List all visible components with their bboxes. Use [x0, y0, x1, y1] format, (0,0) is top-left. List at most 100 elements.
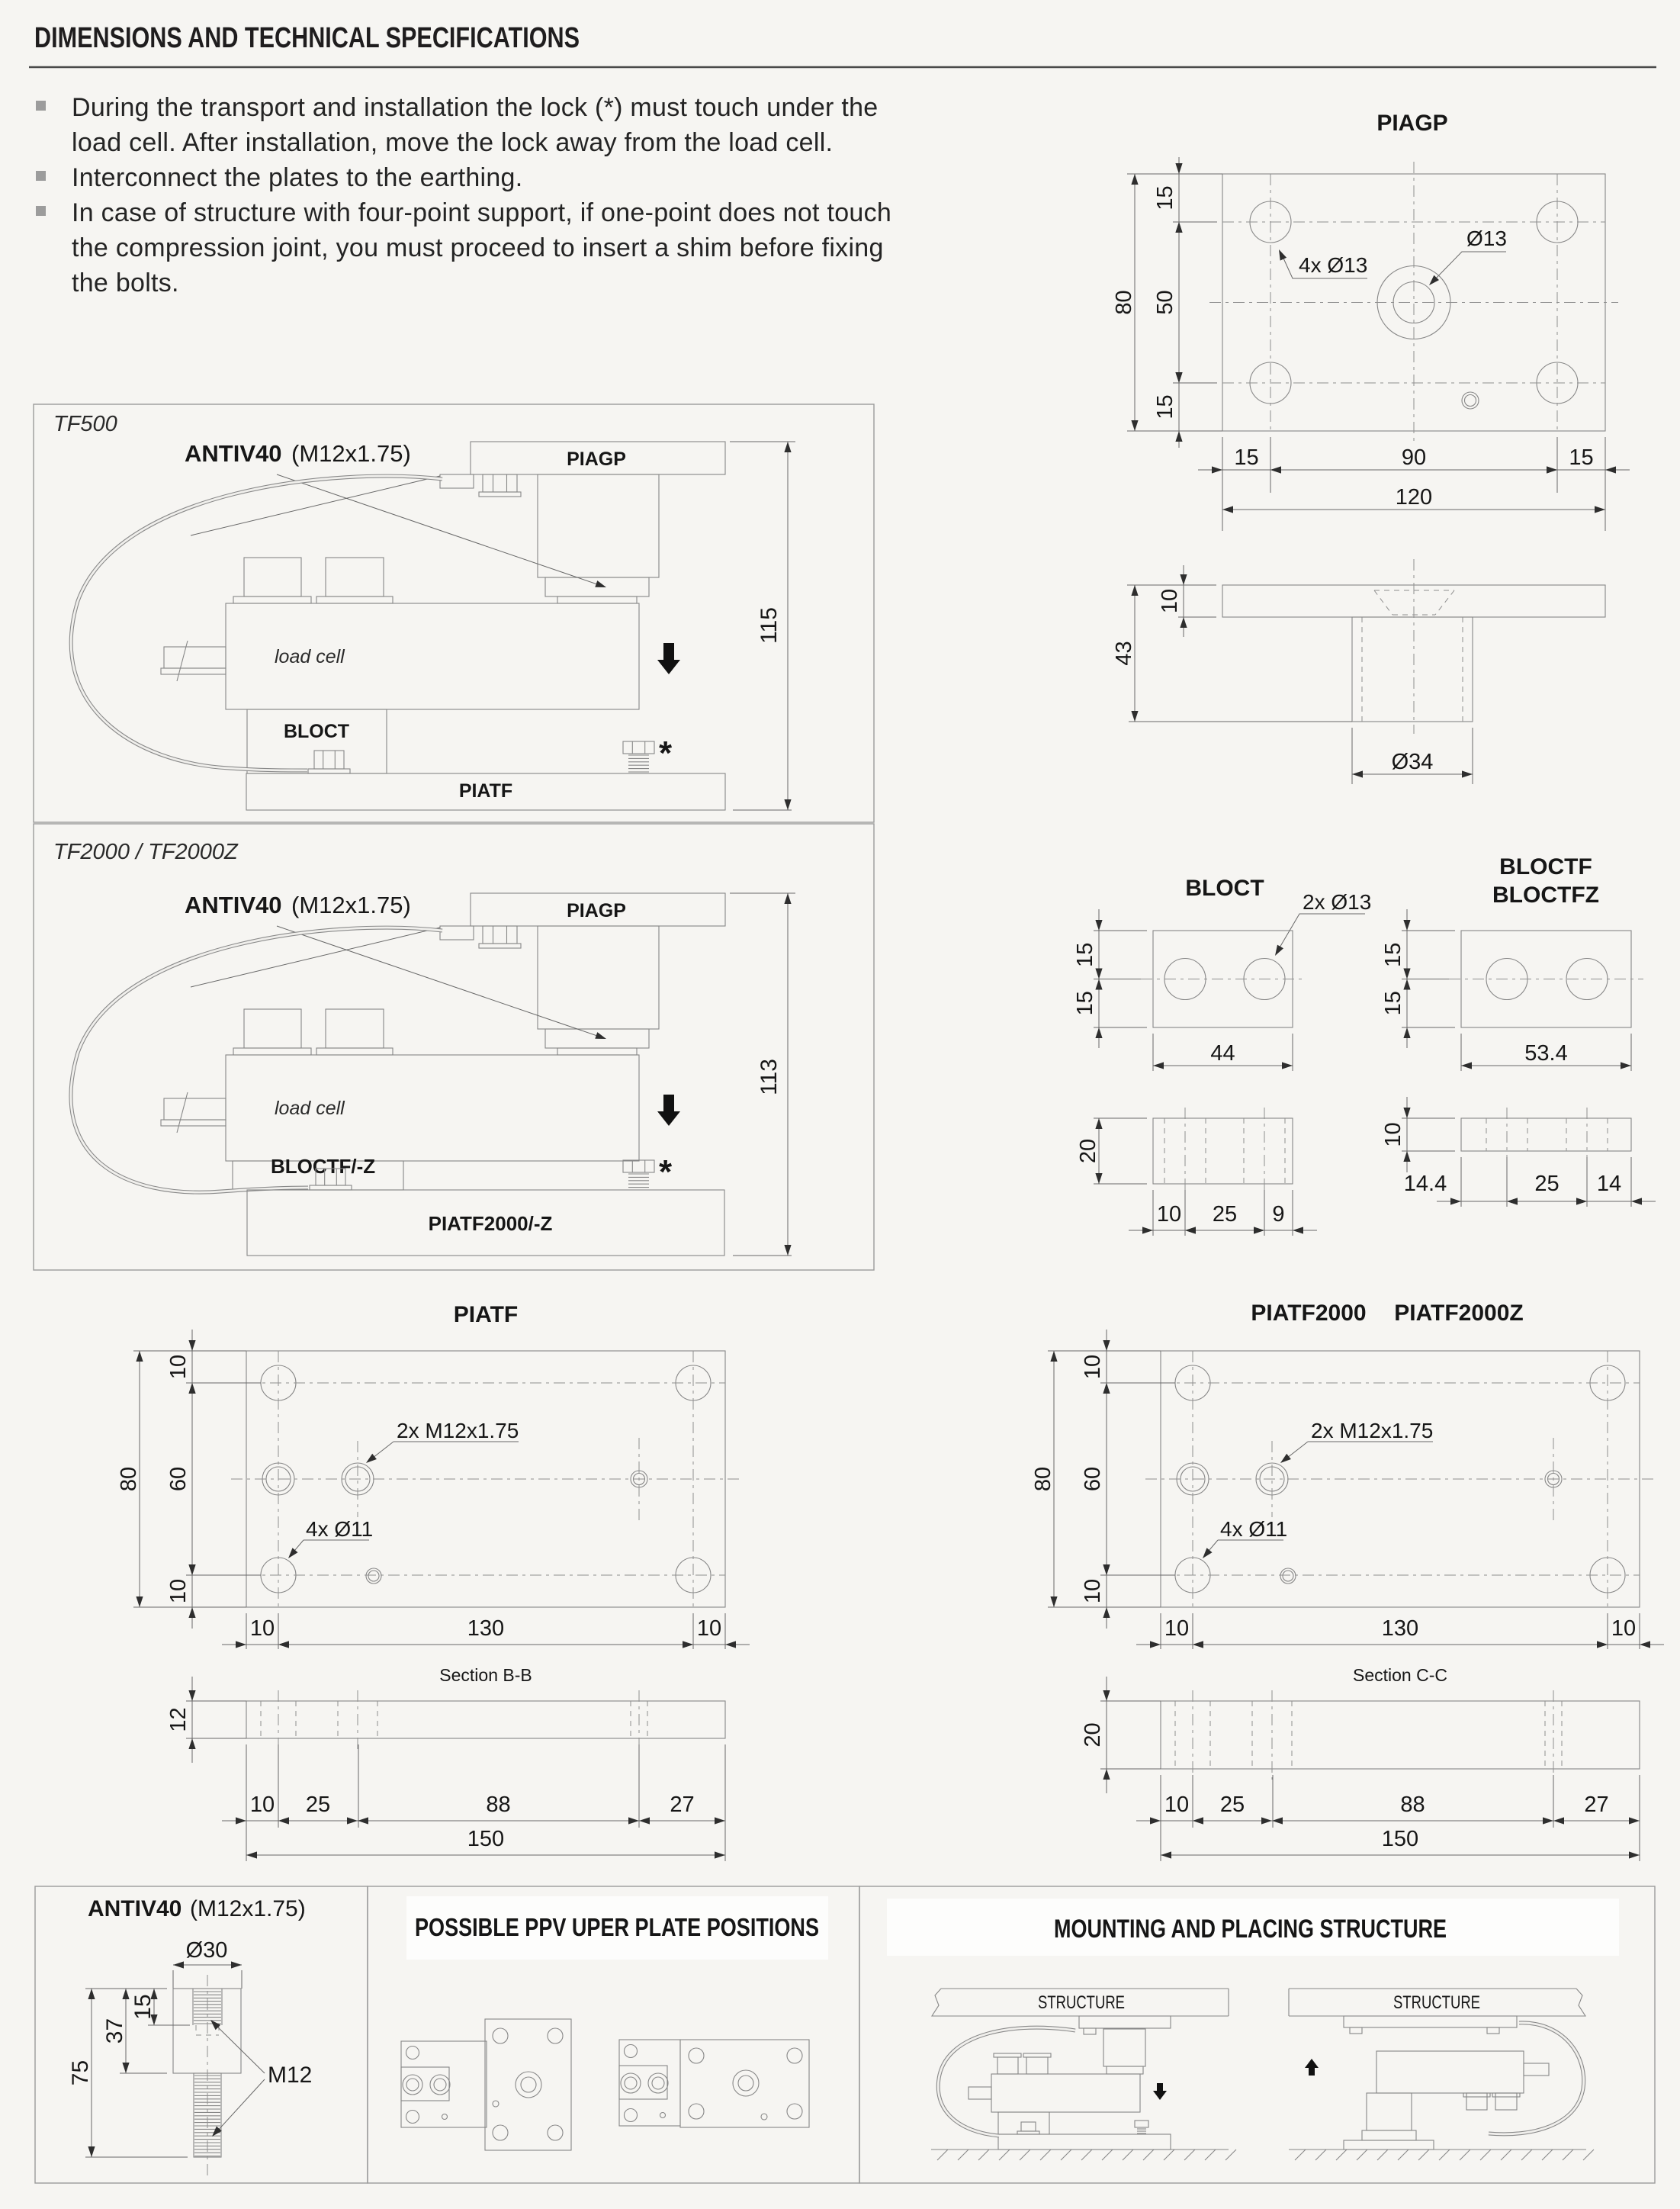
svg-text:2x M12x1.75: 2x M12x1.75 — [1311, 1419, 1433, 1442]
svg-text:POSSIBLE PPV UPER PLATE POSITI: POSSIBLE PPV UPER PLATE POSITIONS — [415, 1913, 819, 1941]
svg-text:STRUCTURE: STRUCTURE — [1038, 1992, 1125, 2013]
svg-text:2x Ø13: 2x Ø13 — [1303, 890, 1371, 914]
svg-text:130: 130 — [1382, 1616, 1418, 1641]
svg-text:10: 10 — [1157, 1202, 1181, 1227]
svg-text:BLOCTFZ: BLOCTFZ — [1492, 883, 1599, 908]
svg-text:20: 20 — [1076, 1139, 1100, 1163]
svg-text:15: 15 — [1234, 445, 1258, 470]
svg-text:15: 15 — [1381, 991, 1405, 1015]
svg-text:BLOCT: BLOCT — [1185, 876, 1264, 901]
svg-text:PIATF: PIATF — [459, 780, 512, 802]
svg-text:10: 10 — [250, 1616, 275, 1641]
svg-text:113: 113 — [756, 1059, 782, 1095]
svg-text:4x Ø11: 4x Ø11 — [306, 1517, 373, 1541]
svg-text:15: 15 — [1073, 943, 1097, 967]
svg-text:15: 15 — [1073, 991, 1097, 1015]
svg-text:10: 10 — [1158, 589, 1182, 613]
svg-text:14: 14 — [1597, 1172, 1621, 1196]
svg-text:15: 15 — [130, 1994, 156, 2019]
svg-text:DIMENSIONS AND TECHNICAL SPECI: DIMENSIONS AND TECHNICAL SPECIFICATIONS — [34, 22, 580, 54]
svg-text:ANTIV40: ANTIV40 — [88, 1896, 181, 1921]
svg-text:10: 10 — [166, 1355, 191, 1379]
svg-text:53.4: 53.4 — [1524, 1041, 1567, 1066]
svg-text:10: 10 — [1381, 1122, 1405, 1146]
svg-text:88: 88 — [486, 1793, 510, 1817]
svg-text:27: 27 — [1584, 1793, 1608, 1817]
svg-text:150: 150 — [467, 1827, 504, 1851]
svg-text:load cell: load cell — [275, 646, 345, 667]
svg-text:PIATF2000/-Z: PIATF2000/-Z — [429, 1212, 553, 1235]
svg-text:15: 15 — [1153, 394, 1177, 419]
svg-text:Section B-B: Section B-B — [439, 1665, 532, 1685]
svg-text:PIAGP: PIAGP — [1376, 111, 1447, 136]
svg-text:60: 60 — [166, 1467, 191, 1491]
svg-text:BLOCTF/-Z: BLOCTF/-Z — [271, 1155, 375, 1178]
svg-text:10: 10 — [1081, 1579, 1105, 1603]
svg-text:130: 130 — [467, 1616, 504, 1641]
svg-text:In case of structure with four: In case of structure with four-point sup… — [72, 198, 891, 227]
svg-text:10: 10 — [1081, 1355, 1105, 1379]
svg-text:*: * — [659, 735, 673, 772]
svg-text:STRUCTURE: STRUCTURE — [1393, 1992, 1480, 2013]
svg-text:14.4: 14.4 — [1404, 1172, 1447, 1196]
svg-text:10: 10 — [250, 1793, 275, 1817]
svg-text:120: 120 — [1396, 485, 1432, 510]
svg-text:2x M12x1.75: 2x M12x1.75 — [397, 1419, 519, 1442]
svg-text:Section C-C: Section C-C — [1353, 1665, 1447, 1685]
svg-text:10: 10 — [166, 1579, 191, 1603]
svg-text:37: 37 — [102, 2018, 127, 2043]
svg-text:60: 60 — [1081, 1467, 1105, 1491]
svg-text:load cell: load cell — [275, 1098, 345, 1119]
svg-text:BLOCT: BLOCT — [284, 721, 349, 742]
svg-text:PIAGP: PIAGP — [567, 449, 626, 470]
svg-text:12: 12 — [166, 1707, 191, 1732]
svg-text:44: 44 — [1210, 1041, 1235, 1066]
svg-text:25: 25 — [1213, 1202, 1237, 1227]
svg-text:Ø34: Ø34 — [1392, 750, 1434, 774]
svg-text:15: 15 — [1569, 445, 1593, 470]
svg-text:27: 27 — [670, 1793, 694, 1817]
svg-text:20: 20 — [1081, 1722, 1105, 1747]
svg-text:*: * — [659, 1153, 673, 1191]
svg-text:10: 10 — [697, 1616, 721, 1641]
svg-text:80: 80 — [117, 1467, 141, 1491]
svg-text:50: 50 — [1153, 290, 1177, 314]
svg-text:MOUNTING AND PLACING STRUCTURE: MOUNTING AND PLACING STRUCTURE — [1054, 1915, 1447, 1944]
svg-text:load cell. After installation,: load cell. After installation, move the … — [72, 128, 833, 157]
svg-text:15: 15 — [1381, 943, 1405, 967]
svg-text:(M12x1.75): (M12x1.75) — [291, 892, 411, 918]
svg-text:the compression joint, you mus: the compression joint, you must proceed … — [72, 233, 884, 262]
svg-text:90: 90 — [1402, 445, 1426, 470]
svg-text:ANTIV40: ANTIV40 — [185, 440, 281, 467]
svg-text:4x Ø13: 4x Ø13 — [1299, 253, 1367, 277]
svg-text:150: 150 — [1382, 1827, 1418, 1851]
svg-text:Ø13: Ø13 — [1466, 227, 1507, 250]
svg-text:115: 115 — [756, 607, 782, 644]
svg-text:PIATF2000Z: PIATF2000Z — [1394, 1301, 1524, 1326]
svg-text:PIATF2000: PIATF2000 — [1251, 1301, 1366, 1326]
svg-text:(M12x1.75): (M12x1.75) — [291, 440, 411, 467]
svg-text:25: 25 — [1534, 1172, 1559, 1196]
svg-text:25: 25 — [1220, 1793, 1245, 1817]
svg-text:10: 10 — [1164, 1793, 1189, 1817]
svg-text:25: 25 — [306, 1793, 330, 1817]
svg-text:Interconnect the plates to the: Interconnect the plates to the earthing. — [72, 163, 522, 192]
svg-text:10: 10 — [1611, 1616, 1636, 1641]
svg-text:43: 43 — [1112, 641, 1136, 665]
svg-text:(M12x1.75): (M12x1.75) — [190, 1896, 306, 1921]
svg-text:During the transport and insta: During the transport and installation th… — [72, 93, 878, 122]
svg-text:10: 10 — [1164, 1616, 1189, 1641]
svg-text:M12: M12 — [268, 2063, 312, 2088]
svg-text:BLOCTF: BLOCTF — [1499, 854, 1592, 879]
svg-text:ANTIV40: ANTIV40 — [185, 892, 281, 918]
svg-text:75: 75 — [68, 2060, 93, 2085]
svg-text:80: 80 — [1031, 1467, 1055, 1491]
svg-text:TF500: TF500 — [53, 412, 117, 436]
svg-text:Ø30: Ø30 — [186, 1938, 228, 1963]
svg-text:88: 88 — [1400, 1793, 1425, 1817]
svg-text:4x Ø11: 4x Ø11 — [1220, 1517, 1287, 1541]
svg-text:80: 80 — [1112, 290, 1136, 314]
svg-text:9: 9 — [1272, 1202, 1284, 1227]
svg-text:PIATF: PIATF — [454, 1302, 518, 1327]
svg-text:15: 15 — [1153, 185, 1177, 210]
